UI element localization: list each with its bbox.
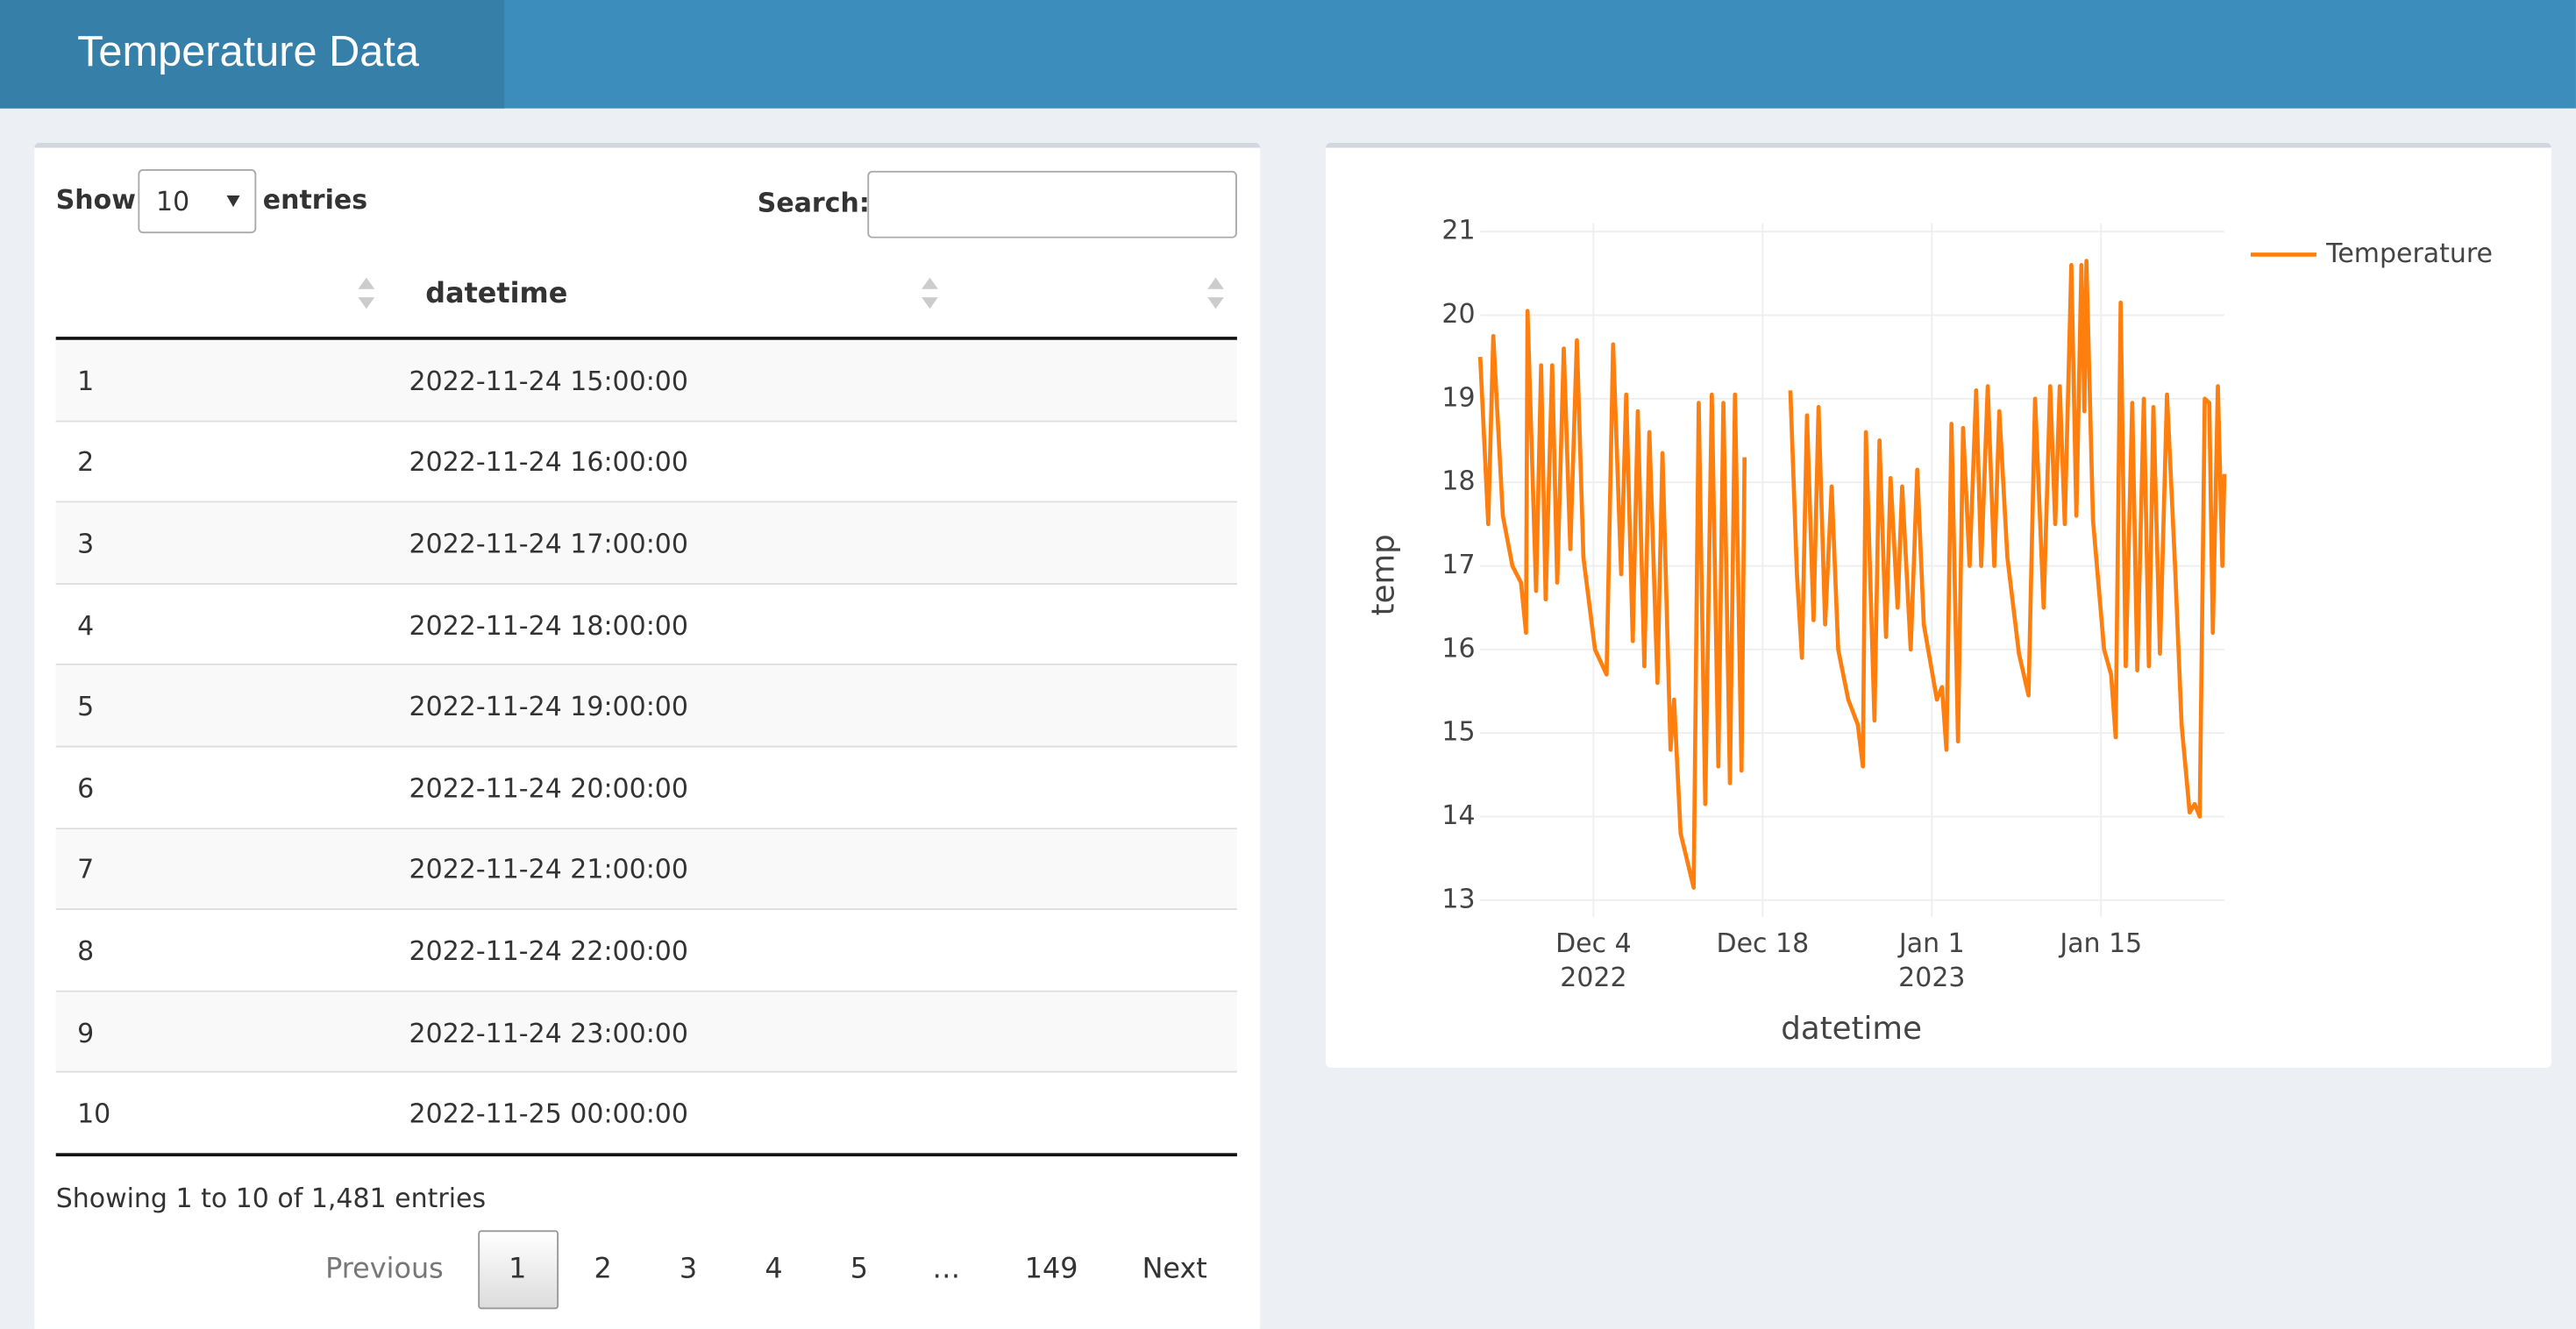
- table-cell: 2022-11-24 16:00:00: [409, 446, 688, 479]
- table-cell: 2022-11-24 23:00:00: [409, 1016, 688, 1048]
- show-label: Show: [55, 183, 136, 216]
- x-tick-label: Jan 1: [1897, 928, 1965, 959]
- table-row: [55, 665, 1237, 748]
- table-row: [55, 502, 1237, 585]
- search-label: Search:: [757, 187, 870, 219]
- sort-icon: [922, 277, 938, 289]
- x-tick-label: Dec 4: [1555, 928, 1632, 959]
- logo-area: [0, 0, 505, 109]
- table-info: Showing 1 to 10 of 1,481 entries: [55, 1183, 487, 1214]
- page-button[interactable]: 1: [509, 1253, 527, 1287]
- x-axis-title: datetime: [1781, 1011, 1922, 1047]
- table-cell: 3: [77, 528, 95, 559]
- entries-label: entries: [262, 183, 368, 216]
- column-header[interactable]: datetime: [425, 277, 568, 311]
- data-line: [1477, 259, 2227, 890]
- table-cell: 5: [77, 691, 95, 722]
- y-tick-label: 16: [1441, 633, 1475, 664]
- page-button[interactable]: …: [932, 1253, 961, 1287]
- table-cell: 2022-11-24 20:00:00: [409, 772, 688, 804]
- table-cell: 4: [77, 609, 95, 641]
- x-tick-label: 2022: [1560, 963, 1626, 993]
- search-input[interactable]: [867, 170, 1237, 238]
- chart: datetime temp 13 14 15 16 17 18 19 20 21 Dec 4 202…: [1366, 216, 2493, 1047]
- sort-icon: [1207, 297, 1224, 309]
- y-tick-label: 14: [1441, 800, 1475, 831]
- y-axis-title: temp: [1366, 534, 1402, 615]
- table-row: [55, 828, 1237, 911]
- table-cell: 2022-11-24 18:00:00: [409, 609, 688, 641]
- sort-icon: [922, 297, 938, 309]
- table-row: [55, 910, 1237, 992]
- page-button[interactable]: 5: [850, 1253, 869, 1287]
- x-tick-label: 2023: [1898, 963, 1965, 993]
- length-value: 10: [156, 185, 190, 217]
- previous-button[interactable]: Previous: [325, 1253, 444, 1287]
- chart-box: [1326, 143, 2551, 1068]
- table-row: [55, 421, 1237, 503]
- table-cell: 6: [77, 772, 95, 804]
- y-tick-label: 19: [1441, 382, 1475, 413]
- page-button[interactable]: 2: [594, 1253, 612, 1287]
- header-border: [55, 337, 1237, 340]
- active-page-box: [478, 1230, 559, 1310]
- table-row: [55, 991, 1237, 1074]
- table-cell: 2022-11-24 22:00:00: [409, 935, 688, 967]
- y-tick-label: 17: [1441, 550, 1475, 580]
- table-cell: 9: [77, 1016, 95, 1048]
- sort-icon: [1207, 277, 1224, 289]
- table-cell: 2022-11-24 19:00:00: [409, 691, 688, 722]
- table-cell: 7: [77, 854, 95, 885]
- legend-label: Temperature: [2325, 238, 2493, 269]
- app-title: Temperature Data: [77, 25, 419, 76]
- y-tick-label: 15: [1441, 717, 1475, 748]
- y-tick-label: 18: [1441, 466, 1475, 497]
- y-tick-label: 21: [1441, 216, 1475, 246]
- y-tick-label: 13: [1441, 884, 1475, 914]
- page-button[interactable]: 149: [1024, 1253, 1078, 1287]
- table-bottom-border: [55, 1153, 1237, 1157]
- table-cell: 2022-11-25 00:00:00: [409, 1098, 688, 1130]
- table-row: [55, 339, 1237, 422]
- next-button[interactable]: Next: [1142, 1253, 1207, 1287]
- sort-icon: [358, 277, 375, 289]
- table-cell: 1: [77, 365, 95, 397]
- table-cell: 2022-11-24 21:00:00: [409, 854, 688, 885]
- x-tick-label: Dec 18: [1717, 928, 1810, 959]
- page-button[interactable]: 4: [765, 1253, 783, 1287]
- table-cell: 10: [77, 1098, 111, 1130]
- sort-icon: [358, 297, 375, 309]
- y-tick-label: 20: [1441, 299, 1475, 330]
- table-row: [55, 584, 1237, 666]
- length-select[interactable]: 10: [138, 168, 257, 234]
- page-button[interactable]: 3: [679, 1253, 698, 1287]
- x-tick-label: Jan 15: [2058, 928, 2142, 959]
- table-cell: 8: [77, 935, 95, 967]
- table-row: [55, 747, 1237, 829]
- table-cell: 2022-11-24 17:00:00: [409, 528, 688, 559]
- table-cell: 2022-11-24 15:00:00: [409, 365, 688, 397]
- select-arrow: [226, 195, 240, 208]
- table-cell: 2: [77, 446, 95, 479]
